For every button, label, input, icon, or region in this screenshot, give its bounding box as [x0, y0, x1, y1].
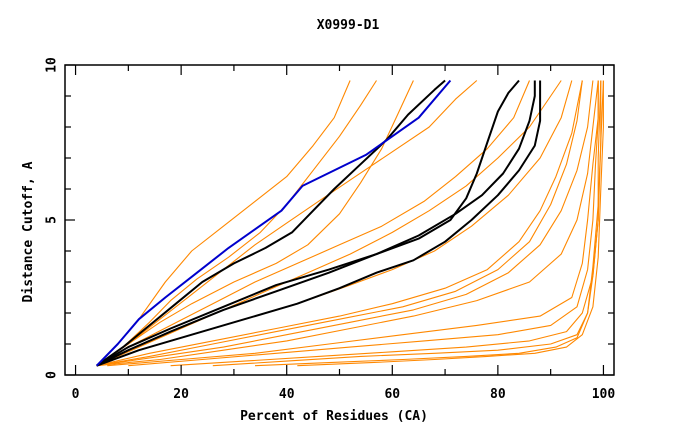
series-line-orange-9	[96, 80, 583, 367]
series-line-orange-11	[96, 80, 599, 367]
series-line-orange-17	[297, 80, 604, 367]
series-line-orange-7	[96, 80, 573, 367]
series-line-orange-13	[128, 80, 599, 367]
series-line-highlight-blue	[95, 79, 452, 367]
y-axis-label: Distance Cutoff, A	[21, 161, 36, 302]
x-tick-label: 40	[279, 387, 295, 402]
y-tick-label: 0	[45, 371, 60, 379]
y-tick-label: 5	[45, 216, 60, 224]
series-line-orange-10	[96, 80, 594, 367]
y-tick-label: 10	[45, 57, 60, 73]
series-line-black-2	[96, 79, 520, 367]
tick-labels-layer: 0 20 40 60 80 100 0 5 10	[45, 57, 616, 402]
x-tick-label: 100	[592, 387, 616, 402]
series-line-orange-4	[96, 80, 478, 367]
series-line-orange-12	[107, 80, 599, 367]
series-line-orange-3	[96, 80, 414, 367]
x-tick-label: 20	[173, 387, 189, 402]
curves-layer	[95, 79, 604, 367]
series-line-orange-16	[254, 80, 604, 367]
x-tick-label: 80	[490, 387, 506, 402]
series-line-orange-8	[96, 80, 583, 367]
series-line-orange-15	[212, 80, 602, 367]
series-line-black-1	[96, 79, 446, 367]
x-tick-label: 0	[72, 387, 80, 402]
series-line-orange-5	[96, 80, 531, 367]
series-line-black-4	[96, 80, 542, 367]
x-tick-label: 60	[384, 387, 400, 402]
x-axis-label: Percent of Residues (CA)	[240, 409, 428, 424]
chart-title: X0999-D1	[317, 18, 380, 33]
ticks-layer	[65, 64, 614, 376]
series-line-black-3	[96, 80, 536, 367]
series-line-orange-2	[96, 80, 377, 367]
